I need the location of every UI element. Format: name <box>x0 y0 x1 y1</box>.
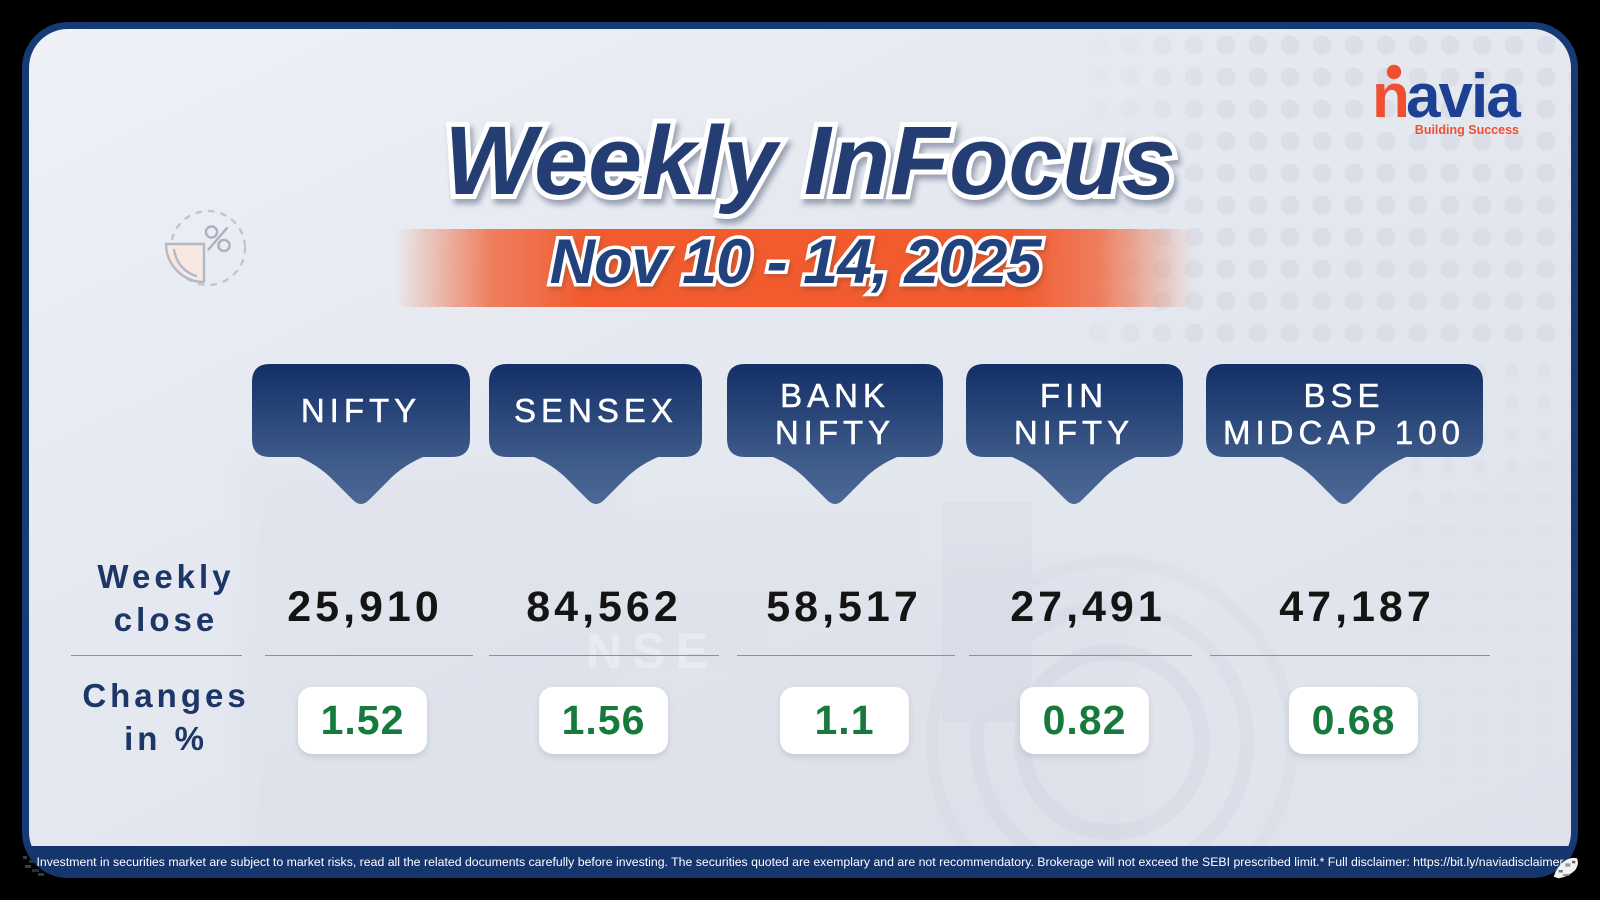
svg-text:avia: avia <box>1406 62 1521 131</box>
svg-text:n: n <box>1372 62 1408 131</box>
svg-text:NIFTY: NIFTY <box>1014 414 1134 451</box>
svg-text:Building Success: Building Success <box>1415 123 1519 137</box>
svg-text:NIFTY: NIFTY <box>775 414 895 451</box>
svg-text:NIFTY: NIFTY <box>301 392 421 429</box>
svg-text:BSE: BSE <box>1303 377 1384 414</box>
svg-text:BANK: BANK <box>780 377 890 414</box>
svg-text:SENSEX: SENSEX <box>514 392 678 429</box>
svg-text:MIDCAP 100: MIDCAP 100 <box>1223 414 1465 451</box>
svg-text:FIN: FIN <box>1040 377 1108 414</box>
